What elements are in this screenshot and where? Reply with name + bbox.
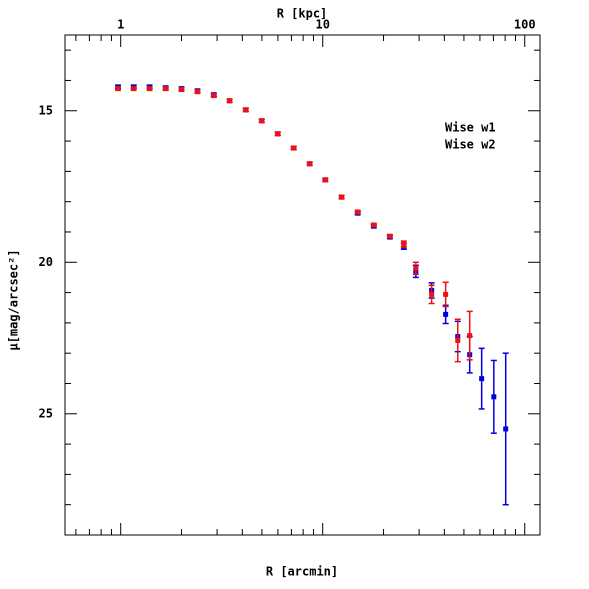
y-tick-label: 20 xyxy=(39,255,53,269)
data-point xyxy=(131,86,137,92)
data-point xyxy=(355,209,361,215)
legend-entry: Wise w1 xyxy=(445,121,496,135)
data-point xyxy=(443,291,449,297)
plot-frame xyxy=(64,34,541,536)
data-point xyxy=(163,86,169,92)
data-point xyxy=(371,222,377,228)
data-point xyxy=(429,291,435,297)
data-point xyxy=(401,241,407,247)
data-point xyxy=(307,161,313,167)
data-point xyxy=(115,86,121,92)
data-point xyxy=(322,177,328,183)
legend-entry: Wise w2 xyxy=(445,138,496,152)
data-point xyxy=(443,311,449,317)
bottom-axis-label: R [arcmin] xyxy=(266,565,338,579)
data-point xyxy=(491,394,497,400)
x-tick-label: 10 xyxy=(315,18,329,32)
data-point xyxy=(179,87,185,93)
data-point xyxy=(147,86,153,92)
data-point xyxy=(467,333,473,339)
top-axis-label: R [kpc] xyxy=(277,7,328,21)
data-point xyxy=(243,107,249,113)
data-point xyxy=(259,118,265,124)
data-point xyxy=(503,426,509,432)
data-point xyxy=(195,89,201,95)
data-point xyxy=(387,233,393,239)
data-point xyxy=(275,131,281,137)
y-axis-label: μ[mag/arcsec²] xyxy=(7,249,21,350)
data-point xyxy=(211,93,217,99)
data-point xyxy=(339,194,345,200)
x-tick-label: 100 xyxy=(514,18,536,32)
y-tick-label: 15 xyxy=(39,103,53,117)
data-point xyxy=(413,265,419,271)
data-point xyxy=(479,376,485,382)
data-point xyxy=(455,337,461,343)
x-tick-label: 1 xyxy=(117,18,124,32)
data-point xyxy=(291,145,297,151)
data-point xyxy=(227,98,233,104)
y-tick-label: 25 xyxy=(39,406,53,420)
